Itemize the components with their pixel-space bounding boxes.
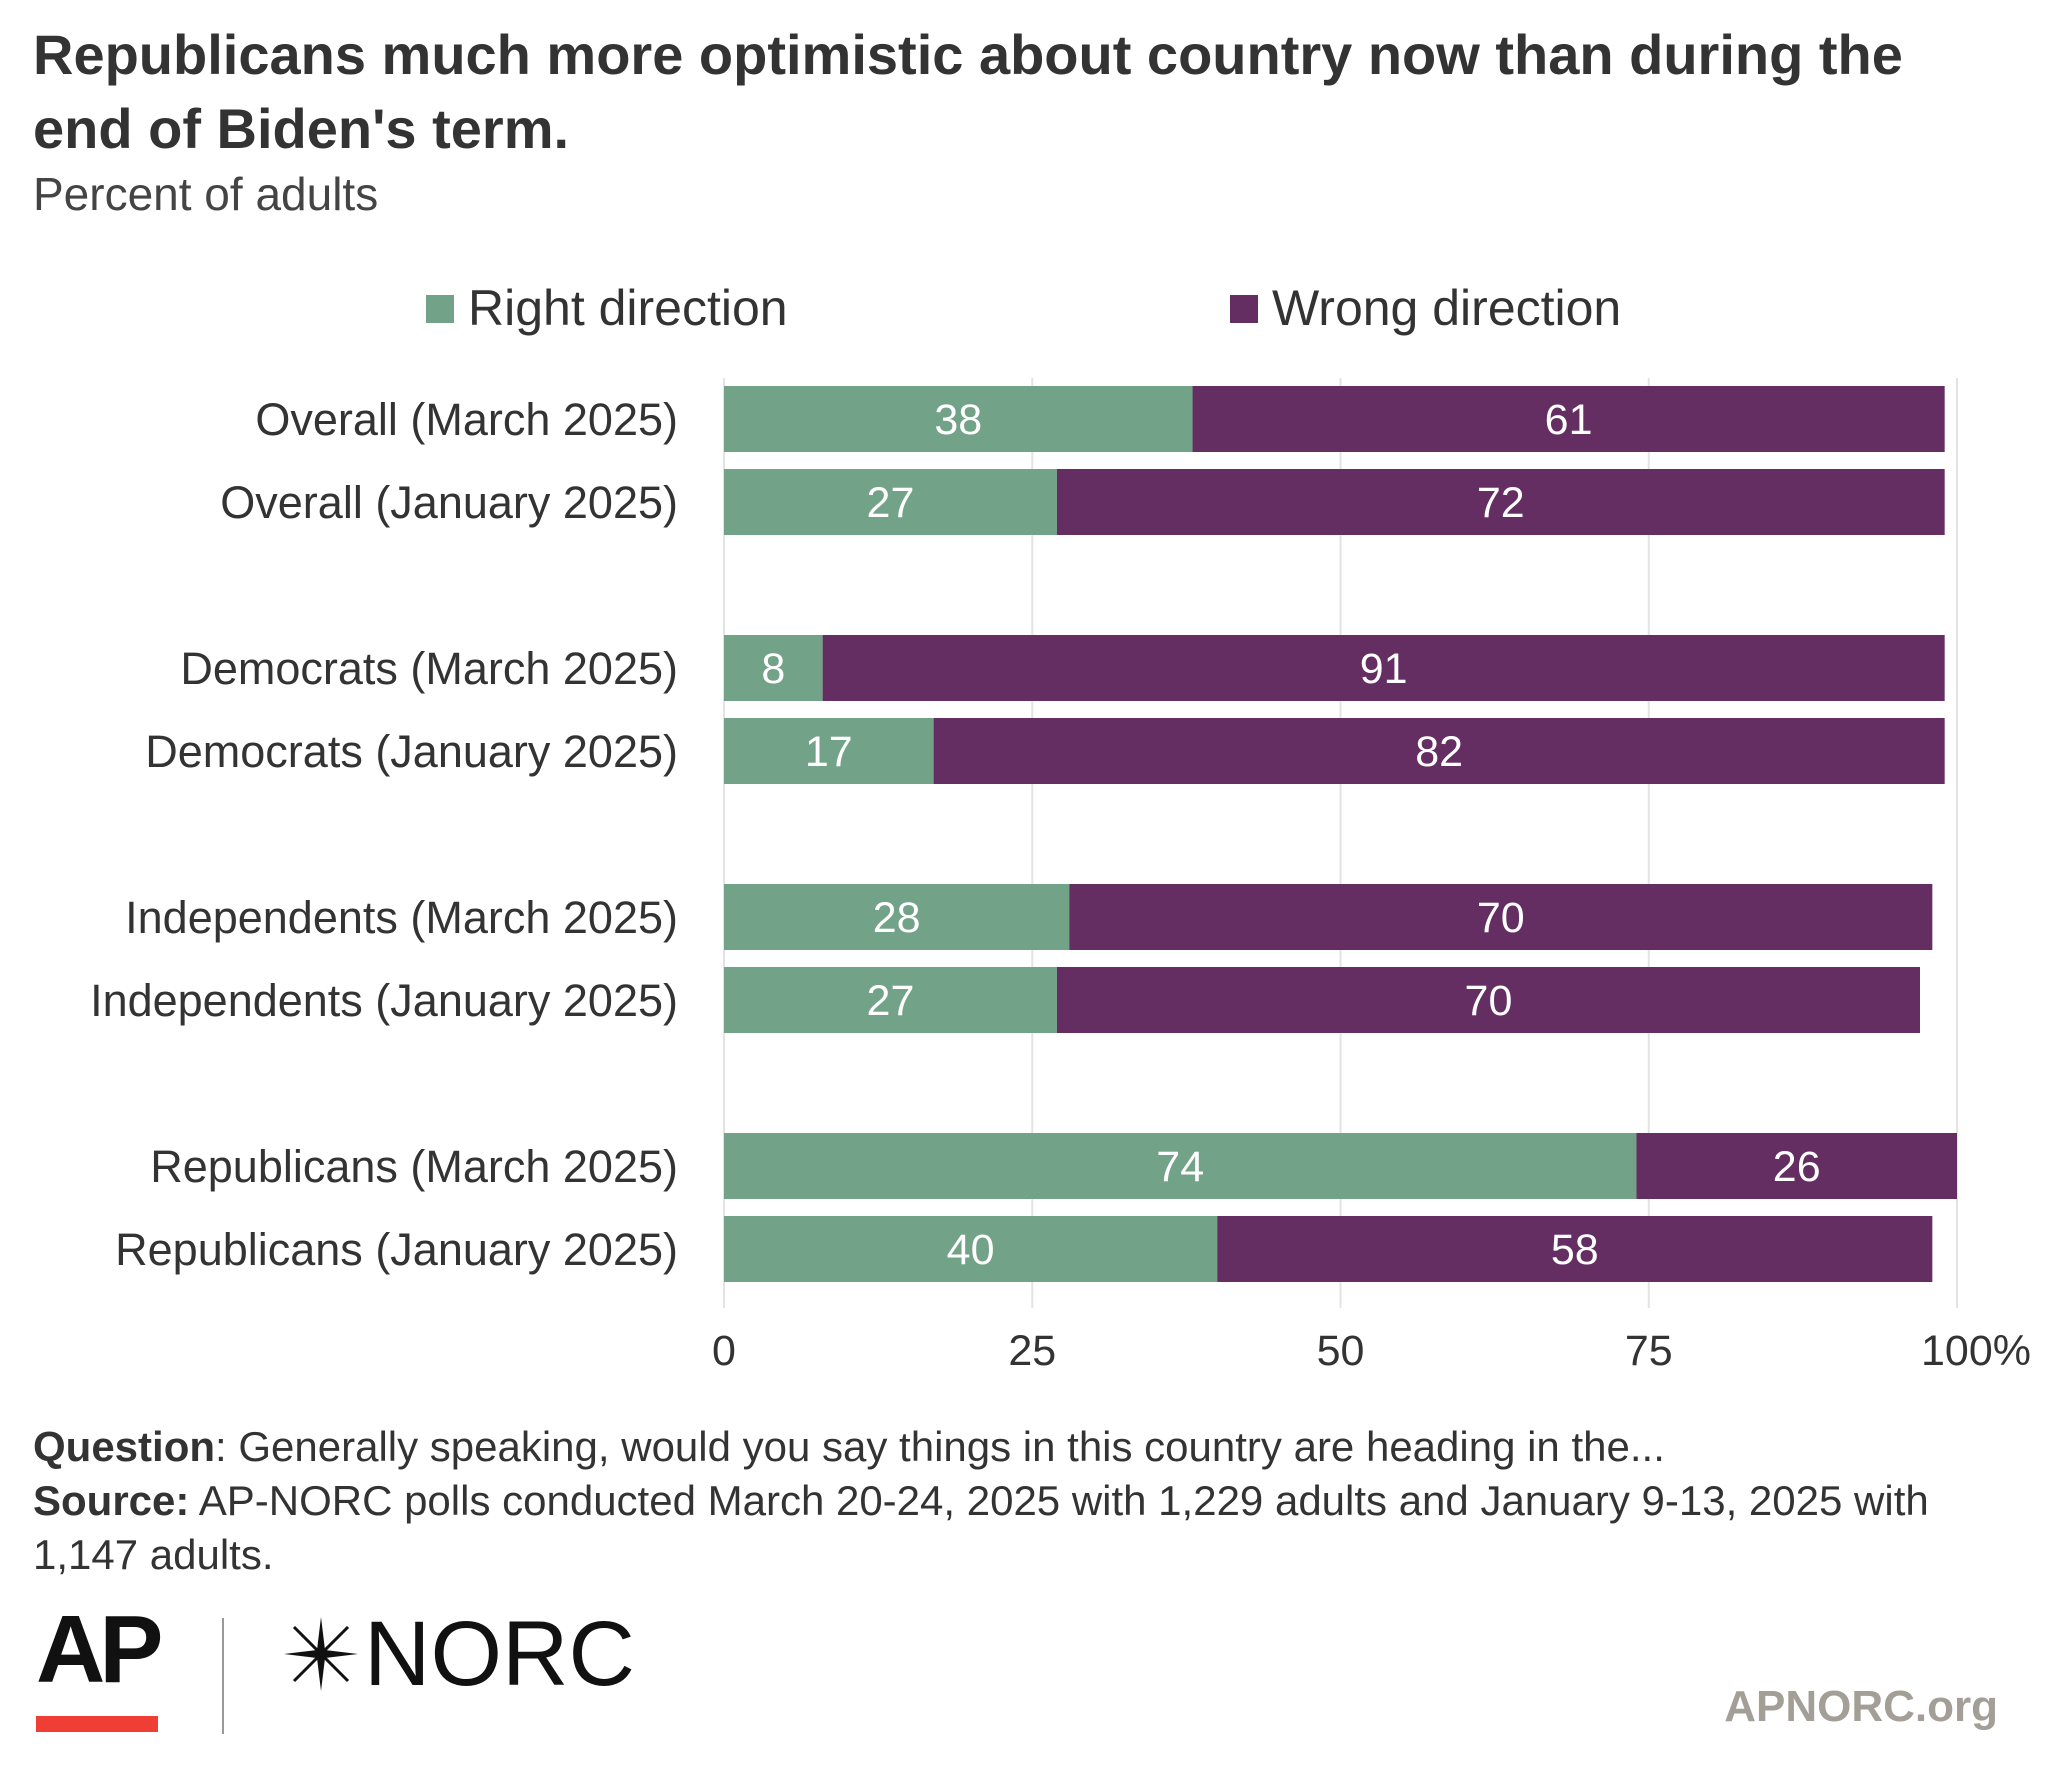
bar-value-label: 27 xyxy=(867,977,915,1025)
bar-value-label: 91 xyxy=(1360,645,1408,693)
source-label: Source: xyxy=(33,1477,190,1524)
bar-right-direction xyxy=(724,967,1057,1033)
category-label: Republicans (January 2025) xyxy=(115,1224,678,1275)
category-label: Democrats (January 2025) xyxy=(145,726,678,777)
bar-wrong-direction xyxy=(1069,884,1933,950)
category-label: Democrats (March 2025) xyxy=(180,643,678,694)
ap-logo-bar xyxy=(36,1716,158,1732)
bar-value-label: 26 xyxy=(1773,1143,1821,1191)
ap-logo: AP xyxy=(36,1596,163,1703)
bar-value-label: 70 xyxy=(1477,894,1525,942)
legend-swatch-wrong-direction xyxy=(1230,295,1258,323)
bar-right-direction xyxy=(724,884,1070,950)
bar-value-label: 58 xyxy=(1551,1226,1599,1274)
bar-wrong-direction xyxy=(933,718,1945,784)
bar-value-label: 74 xyxy=(1156,1143,1204,1191)
bar-value-label: 70 xyxy=(1465,977,1513,1025)
bar-wrong-direction xyxy=(1192,386,1945,452)
x-tick-label: 25 xyxy=(1008,1327,1056,1375)
chart-subtitle: Percent of adults xyxy=(33,168,379,220)
question-note: Question: Generally speaking, would you … xyxy=(33,1420,2013,1474)
bar-right-direction xyxy=(724,1216,1218,1282)
source-text: AP-NORC polls conducted March 20-24, 202… xyxy=(33,1477,1929,1578)
bar-value-label: 8 xyxy=(761,645,785,693)
x-axis-ticks: 0 25 50 75 100% xyxy=(712,1327,2031,1375)
bar-right-direction xyxy=(724,469,1057,535)
chart-title: Republicans much more optimistic about c… xyxy=(33,23,1903,160)
legend: Right direction Wrong direction xyxy=(426,280,1621,336)
bar-value-label: 28 xyxy=(873,894,921,942)
norc-logo: NORC xyxy=(282,1604,635,1704)
norc-star-icon xyxy=(284,1617,358,1691)
bar-value-label: 82 xyxy=(1415,728,1463,776)
bar-value-label: 72 xyxy=(1477,479,1525,527)
bar-right-direction xyxy=(724,1133,1637,1199)
norc-logo-text: NORC xyxy=(364,1603,635,1705)
category-label: Independents (March 2025) xyxy=(125,892,678,943)
legend-label-wrong-direction: Wrong direction xyxy=(1272,280,1621,336)
bars: 38 61 27 72 8 91 17 82 28 70 27 70 74 26 40 58 xyxy=(724,386,1957,1282)
x-tick-label: 0 xyxy=(712,1327,736,1375)
category-label: Overall (January 2025) xyxy=(220,477,678,528)
bar-value-label: 38 xyxy=(934,396,982,444)
source-note: Source: AP-NORC polls conducted March 20… xyxy=(33,1474,2013,1582)
legend-label-right-direction: Right direction xyxy=(468,280,788,336)
category-label: Overall (March 2025) xyxy=(255,394,678,445)
bar-value-label: 61 xyxy=(1545,396,1593,444)
category-labels: Overall (March 2025) Overall (January 202… xyxy=(90,394,678,1275)
site-link[interactable]: APNORC.org xyxy=(1724,1682,1998,1731)
category-label: Republicans (March 2025) xyxy=(150,1141,678,1192)
x-tick-label: 50 xyxy=(1317,1327,1365,1375)
bar-value-label: 40 xyxy=(947,1226,995,1274)
bar-wrong-direction xyxy=(1056,469,1945,535)
bar-wrong-direction xyxy=(822,635,1945,701)
chart-footer: Question: Generally speaking, would you … xyxy=(33,1420,2013,1582)
x-tick-label: 75 xyxy=(1625,1327,1673,1375)
category-label: Independents (January 2025) xyxy=(90,975,678,1026)
question-label: Question xyxy=(33,1423,216,1470)
x-tick-label: 100% xyxy=(1921,1327,2031,1375)
bar-right-direction xyxy=(724,718,934,784)
bar-wrong-direction xyxy=(1056,967,1921,1033)
question-text: : Generally speaking, would you say thin… xyxy=(215,1423,1665,1470)
bar-right-direction xyxy=(724,386,1193,452)
legend-swatch-right-direction xyxy=(426,295,454,323)
stacked-bar-chart: Right direction Wrong direction 38 61 27 72 8… xyxy=(90,280,2031,1375)
bar-right-direction xyxy=(724,635,823,701)
bar-value-label: 27 xyxy=(867,479,915,527)
bar-wrong-direction xyxy=(1217,1216,1933,1282)
logo-divider xyxy=(222,1618,224,1734)
bar-value-label: 17 xyxy=(805,728,853,776)
bar-wrong-direction xyxy=(1636,1133,1957,1199)
